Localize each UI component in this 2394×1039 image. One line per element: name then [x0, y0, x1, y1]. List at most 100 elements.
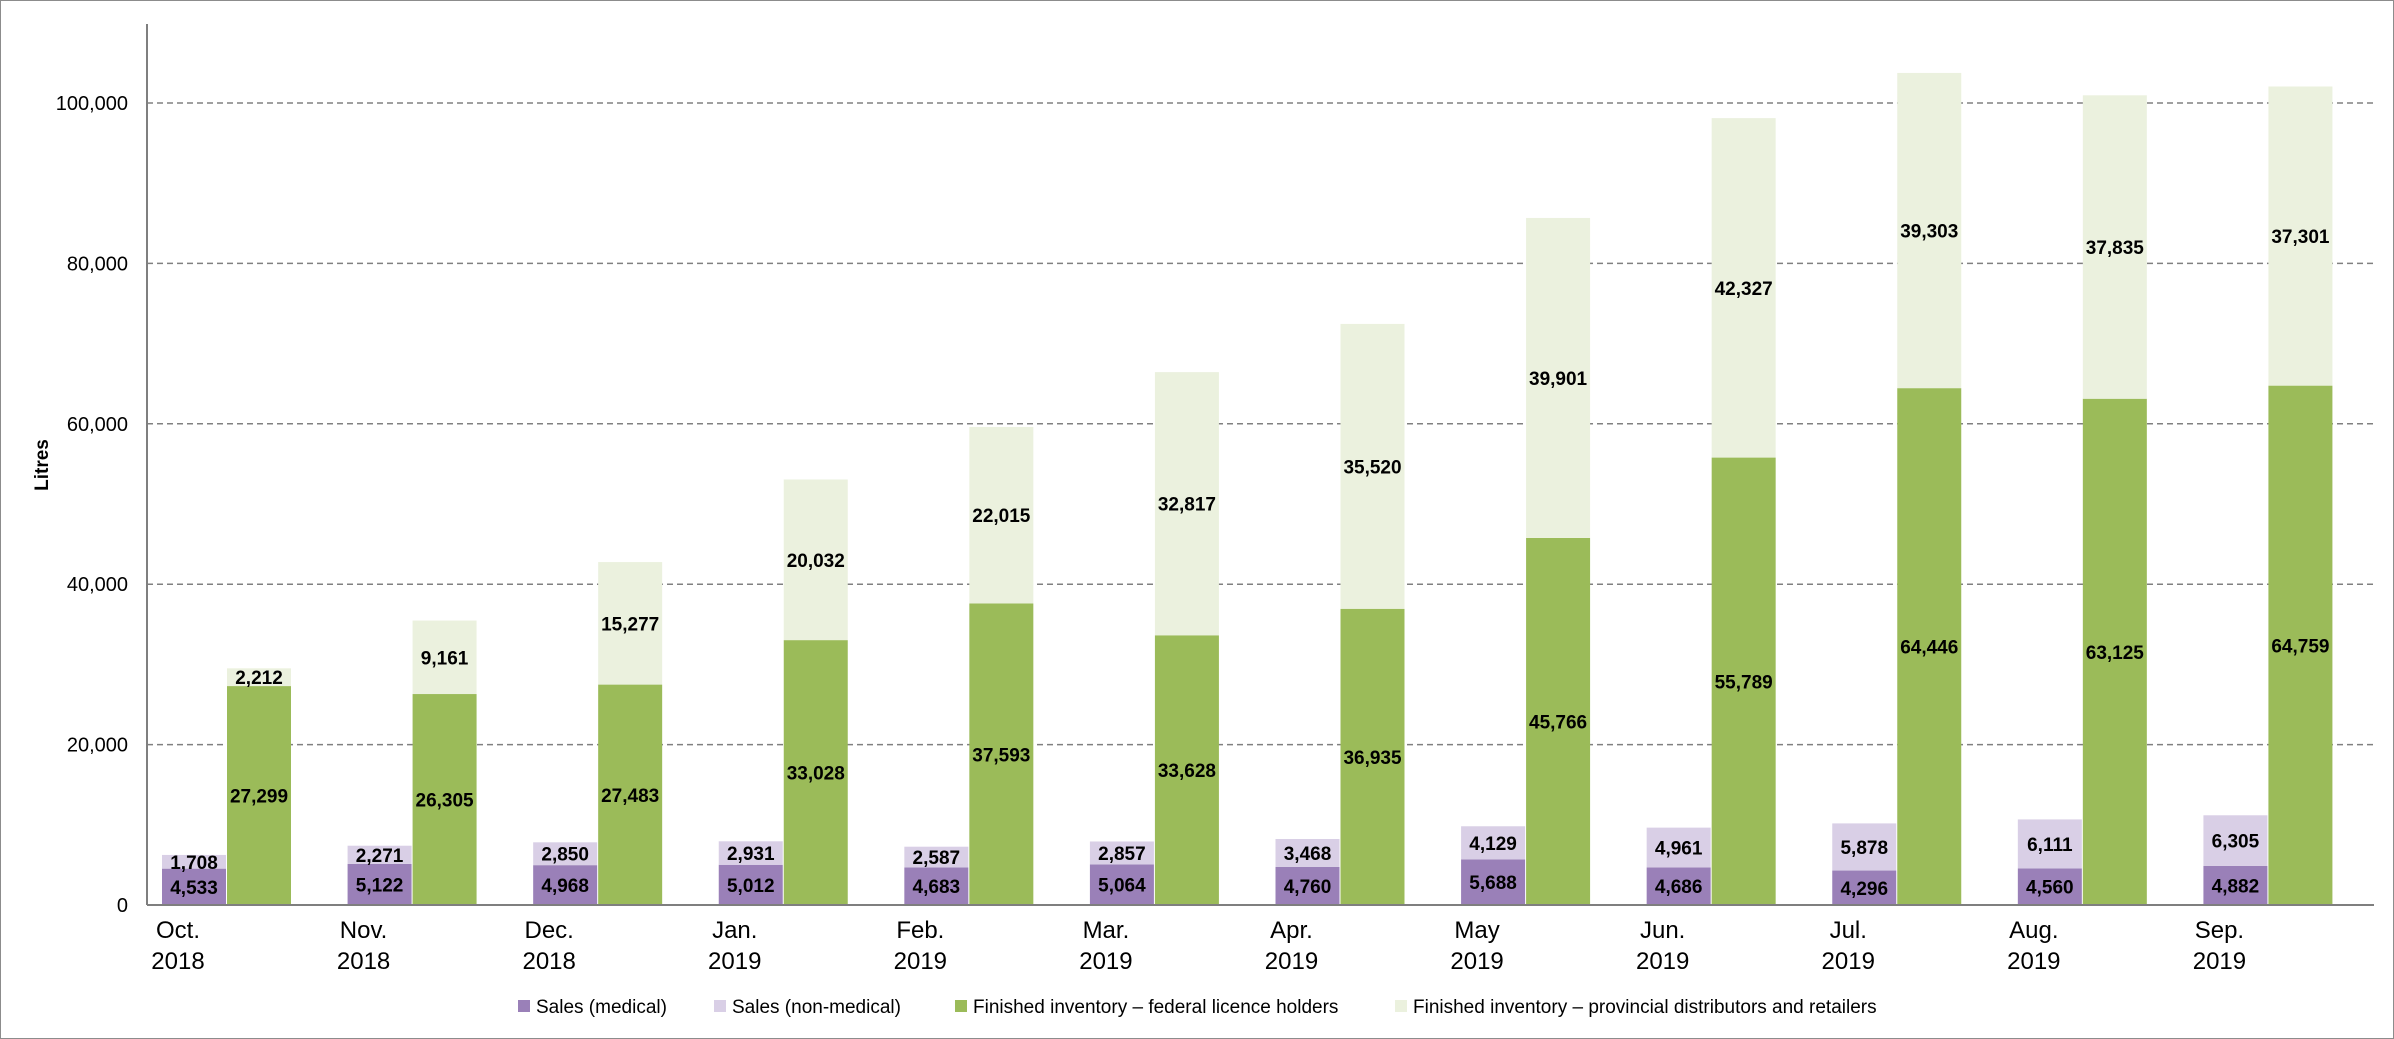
bar-inventory	[2082, 95, 2147, 399]
x-tick-year: 2019	[708, 948, 761, 975]
legend-swatch	[714, 1000, 726, 1012]
bar-sales	[904, 867, 969, 905]
y-tick-label: 40,000	[67, 574, 128, 596]
bar-inventory	[1340, 608, 1405, 905]
x-tick-year: 2019	[1450, 948, 1503, 975]
x-tick-labels: Oct. 2018 Nov. 2018 Dec. 2018 Jan. 2019 Feb. 2019…	[151, 917, 2246, 975]
axes	[146, 24, 2374, 906]
bar-inventory	[1526, 537, 1591, 905]
x-tick-year: 2019	[1265, 948, 1318, 975]
bar-sales	[2017, 819, 2082, 869]
bar-inventory	[2268, 385, 2333, 905]
bar-sales	[904, 846, 969, 868]
data-label: 15,277	[601, 614, 659, 635]
bar-sales	[1461, 859, 1526, 905]
data-label: 4,686	[1655, 877, 1703, 898]
data-label: 6,111	[2027, 835, 2073, 856]
data-label: 63,125	[2086, 643, 2145, 664]
x-tick-month: May	[1454, 917, 1499, 944]
x-tick-month: Sep.	[2195, 917, 2244, 944]
x-tick-month: Aug.	[2009, 917, 2058, 944]
bar-inventory	[1711, 118, 1776, 458]
bar-sales	[1646, 867, 1711, 905]
bar-sales	[718, 864, 783, 905]
legend-label: Sales (medical)	[536, 997, 667, 1018]
bar-inventory	[1897, 388, 1962, 905]
y-axis-label: Litres	[32, 439, 53, 491]
data-label: 32,817	[1158, 495, 1216, 516]
data-label: 26,305	[416, 791, 475, 812]
x-tick-month: Feb.	[896, 917, 944, 944]
data-labels: 4,533 1,708 27,299 2,212 5,122 2,271 26,305 9,1…	[170, 222, 2330, 900]
x-tick-month: Jan.	[712, 917, 757, 944]
data-label: 4,560	[2026, 878, 2074, 899]
legend-label: Finished inventory – provincial distribu…	[1413, 997, 1877, 1018]
bar-sales	[533, 865, 598, 905]
bar-sales	[1461, 826, 1526, 860]
data-label: 33,628	[1158, 761, 1216, 782]
data-label: 45,766	[1529, 712, 1587, 733]
legend-label: Finished inventory – federal licence hol…	[973, 997, 1338, 1018]
data-label: 42,327	[1715, 279, 1773, 300]
x-tick-year: 2018	[151, 948, 204, 975]
data-label: 5,012	[727, 876, 775, 897]
bar-sales	[1275, 866, 1340, 905]
data-label: 2,931	[727, 844, 775, 865]
data-label: 5,878	[1840, 838, 1888, 859]
x-tick-month: Jun.	[1640, 917, 1685, 944]
bar-inventory	[1711, 457, 1776, 905]
bar-inventory	[969, 603, 1034, 905]
data-label: 4,533	[170, 878, 218, 899]
x-tick-month: Dec.	[524, 917, 573, 944]
bar-sales	[162, 868, 226, 905]
x-tick-month: Mar.	[1083, 917, 1130, 944]
data-label: 37,835	[2086, 238, 2145, 259]
legend-swatch	[1395, 1000, 1407, 1012]
data-label: 4,683	[913, 877, 961, 898]
bar-inventory	[412, 620, 477, 695]
data-label: 36,935	[1343, 748, 1402, 769]
x-tick-year: 2019	[1079, 948, 1132, 975]
data-label: 39,901	[1529, 369, 1588, 390]
data-label: 37,301	[2271, 227, 2330, 248]
x-tick-year: 2019	[1822, 948, 1875, 975]
x-tick-month: Nov.	[340, 917, 388, 944]
bar-inventory	[1897, 72, 1962, 389]
x-tick-month: Jul.	[1830, 917, 1867, 944]
bar-sales	[2203, 865, 2268, 905]
data-label: 27,483	[601, 786, 659, 807]
bar-sales	[533, 842, 598, 866]
data-label: 64,759	[2271, 636, 2329, 657]
bar-sales	[347, 863, 412, 905]
bar-sales	[1832, 823, 1897, 871]
data-label: 5,122	[356, 875, 404, 896]
x-tick-year: 2018	[522, 948, 575, 975]
bar-sales	[2203, 815, 2268, 866]
data-label: 1,708	[170, 853, 218, 874]
bar-inventory	[1526, 217, 1591, 538]
data-label: 37,593	[972, 745, 1030, 766]
data-label: 27,299	[230, 787, 288, 808]
data-label: 3,468	[1284, 844, 1332, 865]
legend-swatch	[518, 1000, 530, 1012]
x-tick-month: Oct.	[156, 917, 200, 944]
x-tick-year: 2019	[894, 948, 947, 975]
data-label: 55,789	[1715, 672, 1773, 693]
data-label: 20,032	[787, 551, 845, 572]
bar-sales	[2017, 868, 2082, 905]
data-label: 2,212	[235, 668, 283, 689]
x-tick-year: 2019	[1636, 948, 1689, 975]
y-tick-label: 80,000	[67, 253, 128, 275]
data-label: 2,850	[541, 845, 589, 866]
bar-sales	[1089, 841, 1154, 865]
bar-sales	[718, 841, 783, 865]
bar-sales	[1646, 827, 1711, 868]
bar-inventory	[598, 562, 663, 685]
data-label: 4,129	[1469, 834, 1517, 855]
bar-inventory	[227, 668, 291, 687]
y-tick-label: 20,000	[67, 735, 128, 757]
data-label: 9,161	[421, 648, 469, 669]
bar-sales	[1832, 870, 1897, 905]
bar-inventory	[783, 479, 848, 641]
x-tick-year: 2019	[2193, 948, 2246, 975]
